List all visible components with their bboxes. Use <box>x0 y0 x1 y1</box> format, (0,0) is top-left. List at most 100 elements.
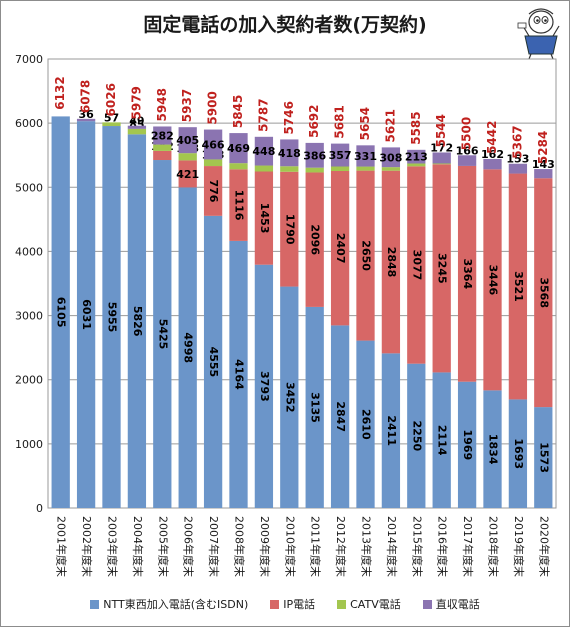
bar-segment <box>153 160 172 508</box>
bar-segment <box>305 306 324 508</box>
x-tick-label: 2013年度末 <box>360 516 374 577</box>
x-tick-label: 2003年度末 <box>106 516 120 577</box>
data-label: 3452 <box>283 382 296 413</box>
total-label: 5585 <box>409 111 423 144</box>
data-label: 1969 <box>461 430 474 461</box>
x-tick-label: 2012年度末 <box>334 516 348 577</box>
bar-segment <box>432 152 451 164</box>
bar-segment <box>229 240 248 508</box>
data-label: 4164 <box>233 359 246 390</box>
data-label: 405 <box>176 134 199 147</box>
bar-segment <box>534 169 553 179</box>
total-label: 5948 <box>155 88 169 121</box>
data-label: 4555 <box>207 347 220 378</box>
y-tick-label: 3000 <box>15 310 43 323</box>
total-label: 5979 <box>129 86 143 119</box>
data-label: 308 <box>379 151 402 164</box>
total-label: 5692 <box>307 104 321 137</box>
data-label: 3135 <box>309 392 322 423</box>
data-label: 2096 <box>309 224 322 255</box>
bar-segment <box>203 166 223 216</box>
data-label: 57 <box>104 111 119 124</box>
data-label: 36 <box>78 108 94 121</box>
legend-swatch <box>422 599 432 609</box>
bar-segment <box>305 167 324 173</box>
total-label: 5787 <box>256 98 270 131</box>
legend-swatch <box>337 599 347 609</box>
bar-segment <box>76 118 96 122</box>
data-label: 3446 <box>487 265 500 296</box>
total-label: 5900 <box>206 91 220 124</box>
legend-item: 直収電話 <box>422 596 480 612</box>
data-label: 5955 <box>106 302 119 333</box>
bar-segment <box>407 163 426 167</box>
bar-segment <box>153 150 172 161</box>
data-label: 3245 <box>436 253 449 284</box>
y-tick-label: 4000 <box>15 245 43 258</box>
bar-segment <box>508 399 528 508</box>
y-tick-label: 0 <box>36 502 43 515</box>
data-label: 2407 <box>334 233 347 264</box>
bar-segment <box>356 145 375 167</box>
bar-segment <box>127 134 147 508</box>
data-label: 1834 <box>487 434 500 465</box>
data-label: 469 <box>227 142 250 155</box>
bar-segment <box>432 372 451 508</box>
bar-segment <box>407 363 426 508</box>
x-tick-label: 2010年度末 <box>283 516 297 577</box>
bar-segment <box>457 165 477 382</box>
bar-segment <box>254 136 274 166</box>
legend-item: CATV電話 <box>337 596 401 612</box>
data-label: 466 <box>202 139 225 152</box>
y-tick-label: 6000 <box>15 117 43 130</box>
data-label: 2847 <box>334 401 347 432</box>
bar-segment <box>280 139 299 167</box>
bar-segment <box>483 390 502 508</box>
bar-segment <box>280 166 299 172</box>
bar-segment <box>432 163 451 165</box>
y-tick-label: 2000 <box>15 374 43 387</box>
data-label: 143 <box>532 158 555 171</box>
total-label: 5654 <box>358 107 372 140</box>
bar-segment <box>483 169 502 391</box>
x-tick-label: 2004年度末 <box>131 516 145 577</box>
total-label: 5544 <box>434 114 448 147</box>
data-label: 172 <box>430 141 453 154</box>
data-label: 5425 <box>156 319 169 350</box>
bar-segment <box>457 155 477 166</box>
bar-segment <box>407 166 426 364</box>
y-tick-label: 7000 <box>15 53 43 66</box>
data-label: 386 <box>303 149 326 162</box>
total-label: 5500 <box>460 117 474 150</box>
total-label: 6078 <box>79 80 93 113</box>
data-label: 2610 <box>360 409 373 440</box>
legend-label: 直収電話 <box>435 598 480 611</box>
x-tick-label: 2006年度末 <box>182 516 196 577</box>
legend-label: IP電話 <box>283 598 316 611</box>
data-label: 2848 <box>385 247 398 278</box>
data-label: 1116 <box>233 190 246 221</box>
x-tick-label: 2011年度末 <box>309 516 323 577</box>
bar-segment <box>229 169 248 241</box>
total-label: 5937 <box>180 89 194 122</box>
chart-legend: NTT東西加入電話(含むISDN) IP電話 CATV電話 直収電話 <box>0 596 570 612</box>
y-tick-label: 1000 <box>15 438 43 451</box>
total-label: 5746 <box>282 101 296 134</box>
x-tick-label: 2005年度末 <box>156 516 170 577</box>
bar-segment <box>153 126 172 145</box>
data-label: 448 <box>252 145 275 158</box>
bar-segment <box>127 125 147 129</box>
data-label: 166 <box>456 144 479 157</box>
bar-segment <box>178 127 197 154</box>
legend-item: IP電話 <box>270 596 315 612</box>
x-tick-label: 2016年度末 <box>436 516 450 577</box>
bar-segment <box>330 166 350 171</box>
data-label: 6031 <box>80 299 93 330</box>
bar-segment <box>203 129 223 160</box>
bar-segment <box>229 163 248 170</box>
bar-segment <box>254 171 274 265</box>
legend-swatch <box>90 599 100 609</box>
data-label: 2250 <box>410 421 423 452</box>
data-label: 2411 <box>385 415 398 446</box>
data-label: 3568 <box>537 277 550 308</box>
